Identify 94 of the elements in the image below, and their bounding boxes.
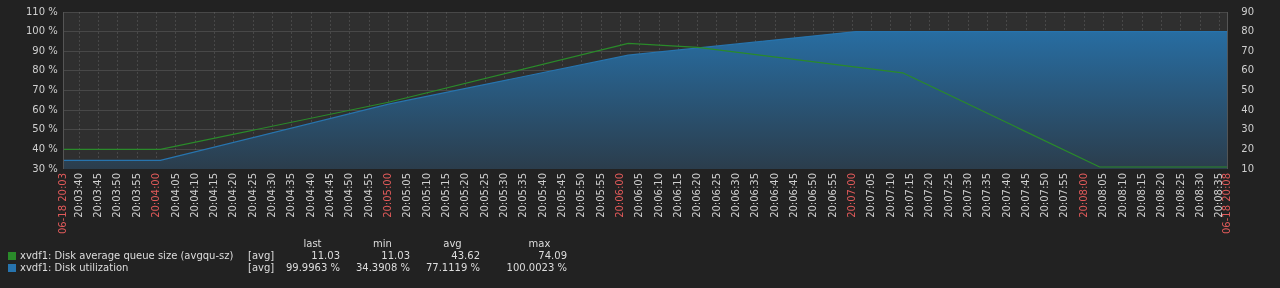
x-tick-label: 20:04:30: [266, 172, 278, 218]
text: last: [302, 238, 323, 250]
y2-tick-label: 50: [1241, 84, 1255, 96]
x-tick-label: 20:05:20: [459, 172, 471, 218]
x-tick-label: 20:03:40: [72, 172, 84, 218]
y2-tick-label: 40: [1241, 103, 1255, 115]
x-tick-label: 20:04:45: [324, 172, 336, 218]
x-tick-label: 20:06:45: [787, 172, 799, 218]
x-tick-label: 20:08:20: [1155, 172, 1167, 218]
x-tick-label: 20:06:35: [749, 172, 761, 218]
x-tick-label: 20:05:05: [401, 172, 413, 218]
x-tick-label: 20:08:15: [1135, 172, 1147, 218]
x-tick-label: 20:05:10: [420, 172, 432, 218]
x-tick-label: 20:05:40: [536, 172, 548, 218]
x-tick-label: 20:04:25: [246, 172, 258, 218]
y-tick-label: 100 %: [25, 25, 58, 37]
text: 11.03: [311, 250, 340, 261]
x-tick-label: 20:05:35: [517, 172, 529, 218]
x-tick-label: 20:07:10: [884, 172, 896, 218]
text: 34.3908 %: [355, 262, 410, 273]
x-tick-label: 20:06:50: [807, 172, 819, 218]
x-tick-label: 20:06:20: [691, 172, 703, 218]
x-tick-label: 20:04:10: [188, 172, 200, 218]
text: 100.0023 %: [506, 262, 567, 273]
y2-tick-label: 70: [1241, 44, 1255, 56]
x-tick-label: 20:05:00: [382, 172, 394, 218]
x-tick-label: 20:05:45: [555, 172, 567, 218]
x-tick-label: 20:06:25: [710, 172, 722, 218]
x-tick-label: 20:06:05: [633, 172, 645, 218]
x-tick-label: 20:08:30: [1193, 172, 1205, 218]
x-tick-label: 20:07:50: [1039, 172, 1051, 218]
text: [avg]: [248, 262, 275, 274]
text: min: [372, 238, 393, 250]
x-tick-label: 20:06:10: [652, 172, 664, 218]
x-tick-label: 20:06:55: [826, 172, 838, 218]
text: max: [527, 238, 552, 250]
x-tick-label: 20:07:40: [1000, 172, 1012, 218]
x-tick-label: 20:07:35: [981, 172, 993, 218]
y2-tick-label: 90: [1241, 5, 1255, 17]
x-tick-label: 20:07:30: [961, 172, 973, 218]
x-tick-label: 20:07:15: [903, 172, 915, 218]
x-tick-label: 20:06:40: [768, 172, 780, 218]
text: 99.9963 %: [285, 262, 340, 273]
x-tick-label: 20:07:20: [923, 172, 935, 218]
x-tick-label: 20:04:00: [150, 172, 162, 218]
x-tick-label: 20:04:50: [343, 172, 355, 218]
x-tick-label: 20:04:35: [285, 172, 297, 218]
text: 74.09: [538, 250, 567, 261]
x-tick-label: 20:04:15: [208, 172, 220, 218]
y-tick-label: 50 %: [32, 123, 58, 135]
x-tick-label: 20:03:45: [92, 172, 104, 218]
x-tick-label: 20:07:25: [942, 172, 954, 218]
y-tick-label: 30 %: [32, 162, 58, 174]
x-tick-label: 20:05:15: [440, 172, 452, 218]
x-tick-label: 20:06:00: [614, 172, 625, 218]
y2-tick-label: 10: [1241, 162, 1255, 174]
text: [avg]: [248, 250, 275, 262]
x-tick-label: 20:05:25: [478, 172, 490, 218]
text: 77.1119 %: [425, 262, 480, 273]
legend-label: xvdf1: Disk average queue size (avgqu-sz): [20, 250, 234, 262]
y-tick-label: 70 %: [32, 84, 58, 96]
x-tick-label: 20:08:05: [1097, 172, 1109, 218]
x-tick-label: 06-18 20:03: [57, 172, 69, 235]
y-tick-label: 110 %: [25, 5, 58, 17]
y-tick-label: 40 %: [32, 142, 58, 154]
x-tick-label: 20:06:15: [672, 172, 684, 218]
x-tick-label: 20:07:00: [845, 172, 857, 218]
text: 43.62: [451, 250, 480, 261]
y2-tick-label: 30: [1241, 123, 1255, 135]
y-tick-label: 90 %: [32, 44, 58, 56]
x-tick-label: 20:03:55: [130, 172, 142, 218]
text: 11.03: [381, 250, 410, 261]
x-tick-label: 20:05:30: [498, 172, 510, 218]
y-tick-label: 60 %: [32, 103, 58, 115]
x-tick-label: 20:07:05: [865, 172, 877, 218]
x-tick-label: 20:07:55: [1058, 172, 1070, 218]
x-tick-label: 20:05:50: [575, 172, 587, 218]
y-tick-label: 80 %: [32, 64, 58, 76]
x-tick-label: 20:03:50: [111, 172, 123, 218]
x-tick-label: 20:08:25: [1174, 172, 1186, 218]
x-tick-label: 20:07:45: [1019, 172, 1031, 218]
x-tick-label: 20:04:55: [362, 172, 374, 218]
text: avg: [442, 238, 463, 250]
x-tick-label: 20:04:40: [304, 172, 316, 218]
x-tick-label: 20:08:00: [1077, 172, 1089, 218]
y2-tick-label: 20: [1241, 142, 1255, 154]
x-tick-label: 20:08:10: [1116, 172, 1128, 218]
legend-label: xvdf1: Disk utilization: [20, 262, 129, 274]
x-tick-label: 20:04:05: [169, 172, 181, 218]
x-tick-label: 20:04:20: [227, 172, 239, 218]
y2-tick-label: 80: [1241, 25, 1255, 37]
x-tick-label: 20:05:55: [594, 172, 606, 218]
x-tick-label: 20:06:30: [729, 172, 741, 218]
y2-tick-label: 60: [1241, 64, 1255, 76]
